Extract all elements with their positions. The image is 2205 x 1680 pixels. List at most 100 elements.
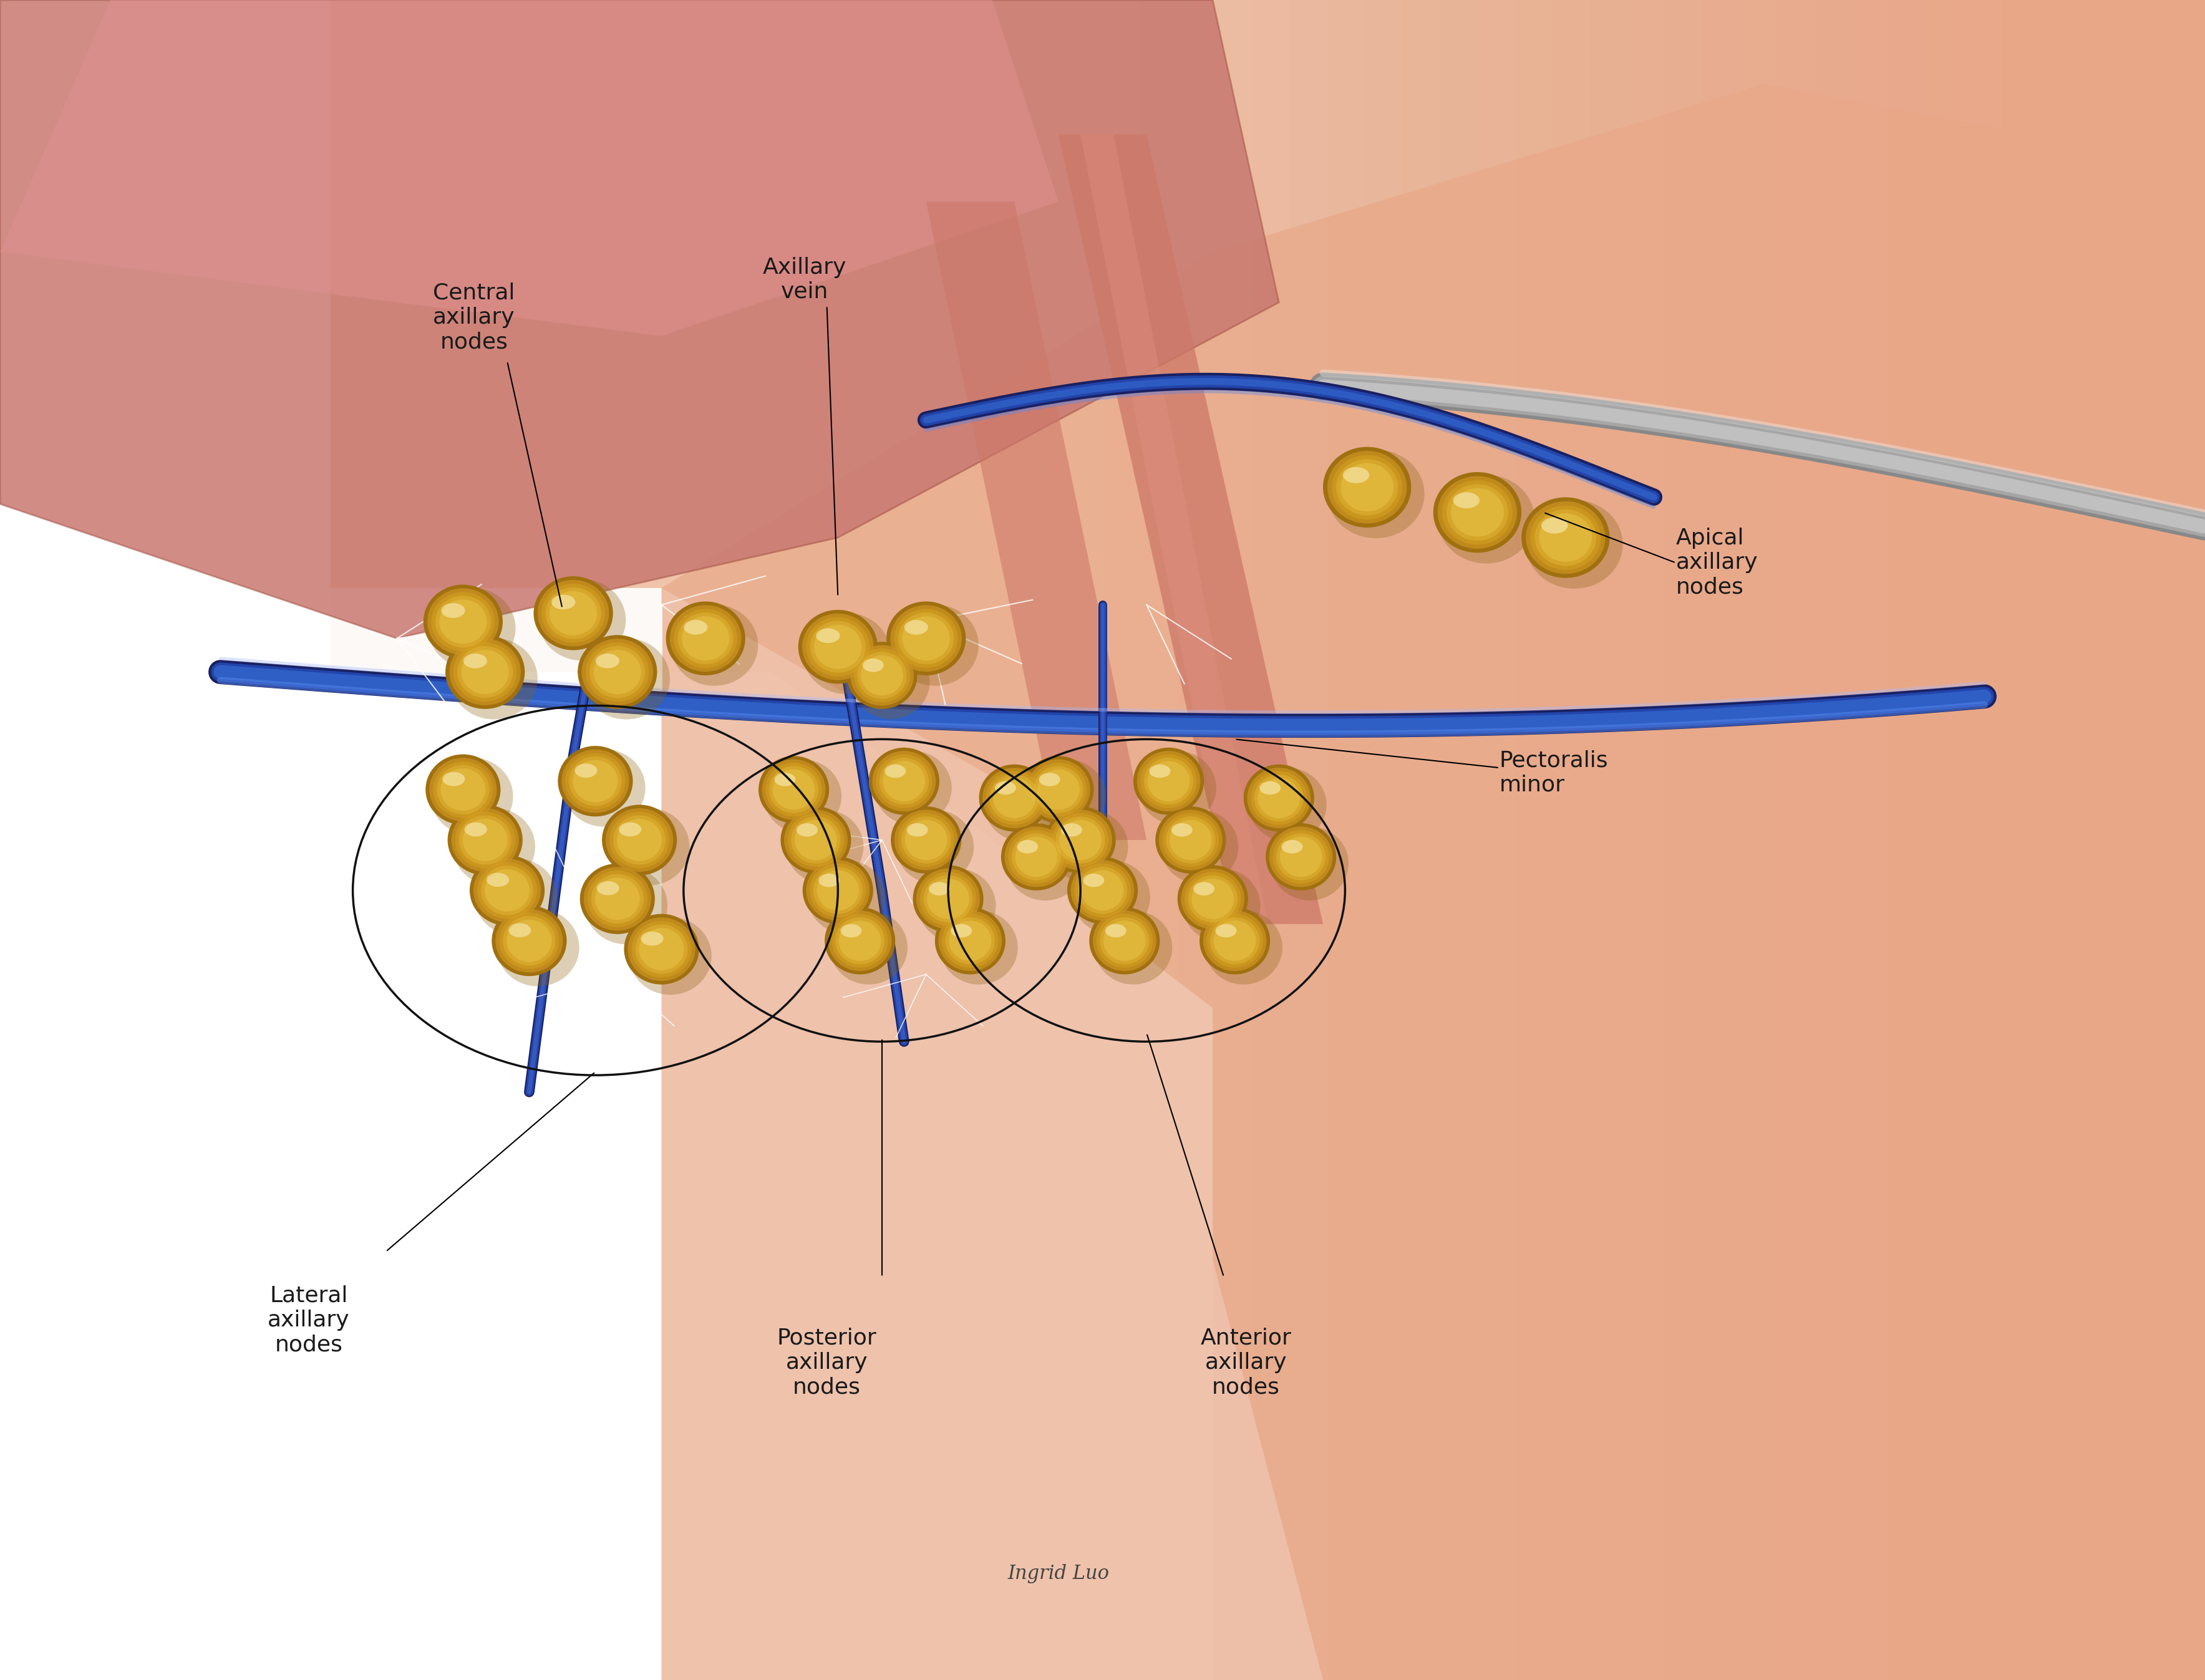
- Ellipse shape: [573, 759, 617, 803]
- Ellipse shape: [598, 880, 620, 895]
- Ellipse shape: [895, 608, 957, 669]
- Ellipse shape: [814, 867, 862, 914]
- Ellipse shape: [1039, 773, 1061, 786]
- Ellipse shape: [1442, 480, 1513, 544]
- Ellipse shape: [759, 756, 829, 823]
- Ellipse shape: [549, 591, 598, 635]
- Text: Lateral
axillary
nodes: Lateral axillary nodes: [267, 1285, 351, 1356]
- Ellipse shape: [794, 820, 838, 860]
- Ellipse shape: [1045, 806, 1116, 874]
- Ellipse shape: [459, 815, 512, 865]
- Text: Central
axillary
nodes: Central axillary nodes: [432, 282, 516, 353]
- Ellipse shape: [1014, 837, 1058, 877]
- Ellipse shape: [1080, 870, 1125, 911]
- Ellipse shape: [609, 811, 670, 869]
- Polygon shape: [1740, 0, 2205, 1680]
- Polygon shape: [1852, 0, 2205, 1680]
- Ellipse shape: [939, 911, 1001, 971]
- Ellipse shape: [445, 635, 525, 709]
- Ellipse shape: [1270, 827, 1332, 887]
- Ellipse shape: [538, 580, 609, 647]
- Ellipse shape: [1147, 761, 1191, 801]
- Ellipse shape: [814, 625, 862, 669]
- Ellipse shape: [1433, 472, 1521, 553]
- Ellipse shape: [1277, 833, 1325, 880]
- Polygon shape: [2190, 0, 2205, 1680]
- Ellipse shape: [1160, 810, 1239, 884]
- Ellipse shape: [1184, 872, 1241, 926]
- Ellipse shape: [1155, 806, 1226, 874]
- Ellipse shape: [1034, 766, 1083, 813]
- Polygon shape: [1590, 0, 2205, 1680]
- Ellipse shape: [428, 588, 516, 669]
- Ellipse shape: [684, 620, 708, 635]
- Ellipse shape: [935, 907, 1005, 974]
- Ellipse shape: [1177, 865, 1248, 932]
- Ellipse shape: [439, 600, 487, 643]
- Polygon shape: [0, 672, 1213, 1680]
- Ellipse shape: [569, 756, 622, 806]
- Ellipse shape: [562, 749, 628, 813]
- Ellipse shape: [593, 650, 642, 694]
- Polygon shape: [0, 588, 1323, 1680]
- Ellipse shape: [428, 588, 498, 655]
- Ellipse shape: [481, 865, 534, 916]
- Ellipse shape: [450, 638, 520, 706]
- Ellipse shape: [1030, 763, 1087, 816]
- Ellipse shape: [1323, 447, 1411, 528]
- Ellipse shape: [602, 805, 677, 875]
- Ellipse shape: [1248, 768, 1310, 828]
- Ellipse shape: [1138, 751, 1217, 825]
- Ellipse shape: [474, 858, 558, 936]
- Ellipse shape: [948, 921, 992, 961]
- Ellipse shape: [873, 751, 953, 825]
- Ellipse shape: [770, 766, 818, 813]
- Ellipse shape: [1182, 869, 1261, 942]
- Text: Ingrid Luo: Ingrid Luo: [1008, 1564, 1109, 1584]
- Polygon shape: [0, 0, 1058, 336]
- Text: Anterior
axillary
nodes: Anterior axillary nodes: [1200, 1327, 1292, 1398]
- Ellipse shape: [1204, 911, 1266, 971]
- Ellipse shape: [807, 860, 886, 934]
- Ellipse shape: [869, 748, 939, 815]
- Ellipse shape: [895, 810, 975, 884]
- Ellipse shape: [443, 771, 465, 786]
- Ellipse shape: [798, 610, 878, 684]
- Ellipse shape: [873, 751, 935, 811]
- Ellipse shape: [1244, 764, 1314, 832]
- Ellipse shape: [1541, 517, 1568, 534]
- Ellipse shape: [1105, 924, 1127, 937]
- Ellipse shape: [1036, 769, 1080, 810]
- Ellipse shape: [624, 914, 699, 984]
- Polygon shape: [2002, 0, 2205, 1680]
- Ellipse shape: [875, 754, 933, 808]
- Ellipse shape: [825, 907, 895, 974]
- Ellipse shape: [904, 820, 948, 860]
- Ellipse shape: [1213, 921, 1257, 961]
- Ellipse shape: [492, 906, 567, 976]
- Ellipse shape: [450, 638, 538, 719]
- Ellipse shape: [1023, 756, 1094, 823]
- Ellipse shape: [919, 872, 977, 926]
- Ellipse shape: [591, 874, 644, 924]
- Text: Posterior
axillary
nodes: Posterior axillary nodes: [776, 1327, 878, 1398]
- Ellipse shape: [862, 659, 884, 672]
- Text: Pectoralis
minor: Pectoralis minor: [1499, 749, 1607, 796]
- Polygon shape: [1252, 0, 2205, 1680]
- Ellipse shape: [891, 605, 979, 685]
- Ellipse shape: [562, 749, 646, 827]
- Ellipse shape: [463, 654, 487, 669]
- Ellipse shape: [1250, 771, 1308, 825]
- Polygon shape: [0, 0, 1279, 638]
- Ellipse shape: [942, 914, 999, 968]
- Polygon shape: [1552, 0, 2205, 1680]
- Polygon shape: [1665, 0, 2205, 1680]
- Ellipse shape: [1096, 914, 1153, 968]
- Ellipse shape: [809, 622, 867, 672]
- Ellipse shape: [1138, 751, 1200, 811]
- Ellipse shape: [564, 753, 626, 810]
- Polygon shape: [1815, 0, 2205, 1680]
- Ellipse shape: [1539, 514, 1592, 561]
- Ellipse shape: [1166, 816, 1215, 864]
- Ellipse shape: [1327, 450, 1424, 538]
